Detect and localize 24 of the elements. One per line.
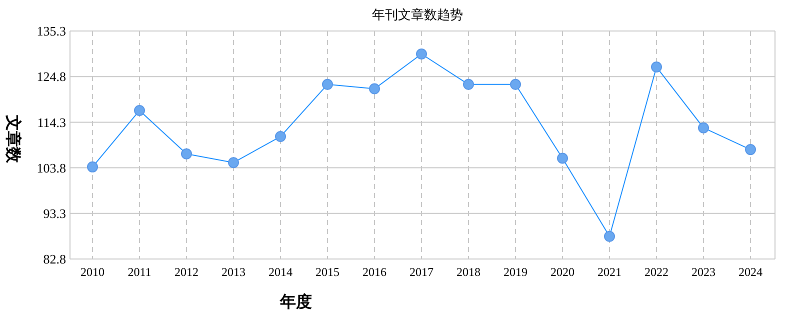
y-tick-label: 135.3: [36, 24, 66, 39]
x-tick-label: 2022: [644, 265, 668, 279]
x-tick-label: 2018: [456, 265, 480, 279]
y-tick-label: 124.8: [36, 69, 66, 84]
x-tick-label: 2011: [128, 265, 152, 279]
x-tick-label: 2021: [598, 265, 622, 279]
x-tick-label: 2016: [362, 265, 386, 279]
x-tick-label: 2017: [410, 265, 434, 279]
x-tick-label: 2019: [504, 265, 528, 279]
y-tick-label: 82.8: [43, 252, 66, 267]
y-axis-title: 文章数: [4, 114, 22, 164]
x-tick-label: 2020: [550, 265, 574, 279]
x-tick-label: 2015: [316, 265, 340, 279]
x-tick-label: 2013: [222, 265, 246, 279]
x-tick-label: 2014: [268, 265, 292, 279]
x-tick-label: 2012: [174, 265, 198, 279]
y-tick-label: 103.8: [36, 160, 66, 176]
x-tick-label: 2023: [692, 265, 716, 279]
x-tick-label: 2024: [738, 265, 762, 279]
x-axis-title: 年度: [279, 292, 312, 311]
y-tick-label: 93.3: [43, 206, 66, 221]
chart-title: 年刊文章数趋势: [372, 7, 463, 22]
x-tick-label: 2010: [80, 265, 104, 279]
y-tick-label: 114.3: [37, 114, 66, 130]
